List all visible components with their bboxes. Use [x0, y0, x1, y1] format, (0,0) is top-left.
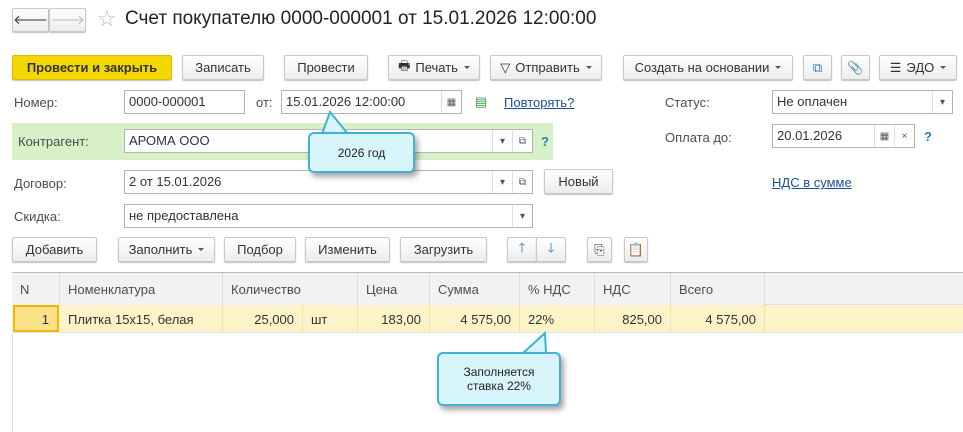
post-and-close-button[interactable]: Провести и закрыть: [12, 55, 172, 80]
chevron-down-icon[interactable]: ▾: [492, 171, 512, 193]
counterparty-value: АРОМА ООО: [129, 133, 210, 148]
fill-button[interactable]: Заполнить: [118, 237, 215, 262]
send-icon: ▽: [500, 59, 511, 75]
cell-unit[interactable]: шт: [303, 305, 358, 333]
edo-button[interactable]: ☰ ЭДО: [879, 55, 957, 80]
fill-label: Заполнить: [128, 242, 193, 257]
send-button[interactable]: ▽ Отправить: [490, 55, 602, 80]
send-label: Отправить: [515, 60, 580, 75]
col-vat-rate[interactable]: % НДС: [520, 273, 595, 305]
open-icon[interactable]: ⧉: [512, 171, 532, 193]
help-icon[interactable]: ?: [541, 134, 549, 149]
calendar-icon[interactable]: ▦: [874, 125, 894, 147]
cell-vat-rate[interactable]: 22%: [520, 305, 595, 333]
cell-qty[interactable]: 25,000: [223, 305, 303, 333]
print-label: Печать: [415, 60, 458, 75]
date-value: 15.01.2026 12:00:00: [286, 94, 406, 109]
vat-rate-callout: Заполняется ставка 22%: [437, 352, 561, 406]
back-button[interactable]: 🡐: [12, 8, 49, 32]
paperclip-icon[interactable]: 📎: [841, 55, 870, 80]
arrow-left-icon: 🡐: [13, 12, 48, 27]
callout-line-1: Заполняется: [463, 365, 535, 379]
chevron-down-icon[interactable]: ▾: [512, 205, 532, 227]
cell-price[interactable]: 183,00: [358, 305, 430, 333]
contract-label: Договор:: [14, 176, 67, 191]
date-label: от:: [256, 95, 273, 110]
printer-icon: 🖶: [398, 57, 411, 73]
page-title: Счет покупателю 0000-000001 от 15.01.202…: [125, 8, 597, 29]
pay-until-label: Оплата до:: [665, 130, 732, 145]
edo-label: ЭДО: [906, 60, 935, 75]
col-vat[interactable]: НДС: [595, 273, 671, 305]
contract-value: 2 от 15.01.2026: [129, 174, 222, 189]
pick-button[interactable]: Подбор: [224, 237, 296, 262]
cell-n[interactable]: 1: [13, 305, 59, 332]
col-price[interactable]: Цена: [358, 273, 430, 305]
status-select[interactable]: Не оплачен ▾: [772, 90, 953, 114]
new-contract-button[interactable]: Новый: [544, 169, 613, 194]
year-callout: 2026 год: [308, 132, 415, 173]
edo-icon: ☰: [889, 59, 902, 75]
col-n[interactable]: N: [12, 273, 60, 305]
edit-button[interactable]: Изменить: [305, 237, 390, 262]
arrow-down-icon[interactable]: 🡓: [536, 237, 566, 262]
chevron-down-icon[interactable]: ▾: [492, 130, 512, 152]
col-total[interactable]: Всего: [671, 273, 765, 305]
open-icon[interactable]: ⧉: [512, 130, 532, 152]
cell-item[interactable]: Плитка 15x15, белая: [60, 305, 223, 333]
date-input[interactable]: 15.01.2026 12:00:00 ▦: [281, 90, 462, 114]
paste-icon[interactable]: 📋: [624, 237, 648, 262]
cell-vat[interactable]: 825,00: [595, 305, 671, 333]
discount-label: Скидка:: [14, 209, 61, 224]
print-button[interactable]: 🖶 Печать: [388, 55, 480, 80]
clear-icon[interactable]: ×: [894, 125, 914, 147]
cell-total[interactable]: 4 575,00: [671, 305, 765, 333]
col-item[interactable]: Номенклатура: [60, 273, 223, 305]
pay-until-input[interactable]: 20.01.2026 ▦ ×: [772, 124, 915, 148]
cell-sum[interactable]: 4 575,00: [430, 305, 520, 333]
arrow-right-icon: 🡒: [50, 12, 85, 27]
number-label: Номер:: [14, 95, 58, 110]
create-based-on-button[interactable]: Создать на основании: [623, 55, 793, 80]
contract-input[interactable]: 2 от 15.01.2026 ▾ ⧉: [124, 170, 533, 194]
calendar-icon[interactable]: ▦: [441, 91, 461, 113]
create-based-label: Создать на основании: [634, 60, 770, 75]
star-icon[interactable]: ☆: [97, 6, 117, 31]
arrow-up-icon[interactable]: 🡑: [507, 237, 537, 262]
discount-value: не предоставлена: [129, 208, 239, 223]
structure-icon[interactable]: ⧉: [803, 55, 832, 80]
col-qty[interactable]: Количество: [223, 273, 358, 305]
status-label: Статус:: [665, 95, 710, 110]
callout-line-2: ставка 22%: [467, 379, 531, 393]
pay-until-value: 20.01.2026: [777, 128, 843, 143]
repeat-icon: ▤: [475, 94, 488, 109]
load-button[interactable]: Загрузить: [400, 237, 487, 262]
forward-button[interactable]: 🡒: [49, 8, 86, 32]
post-button[interactable]: Провести: [284, 55, 368, 80]
save-button[interactable]: Записать: [182, 55, 264, 80]
status-value: Не оплачен: [777, 94, 848, 109]
add-button[interactable]: Добавить: [12, 237, 97, 262]
vat-link[interactable]: НДС в сумме: [772, 175, 852, 190]
counterparty-label: Контрагент:: [18, 134, 89, 149]
discount-select[interactable]: не предоставлена ▾: [124, 204, 533, 228]
chevron-down-icon[interactable]: ▾: [932, 91, 952, 113]
number-input[interactable]: 0000-000001: [124, 90, 245, 114]
col-sum[interactable]: Сумма: [430, 273, 520, 305]
table-row[interactable]: [12, 305, 963, 333]
items-table: [12, 272, 963, 432]
copy-icon[interactable]: ⎘: [587, 237, 612, 262]
help-icon[interactable]: ?: [924, 129, 932, 144]
repeat-link[interactable]: Повторять?: [504, 95, 575, 110]
